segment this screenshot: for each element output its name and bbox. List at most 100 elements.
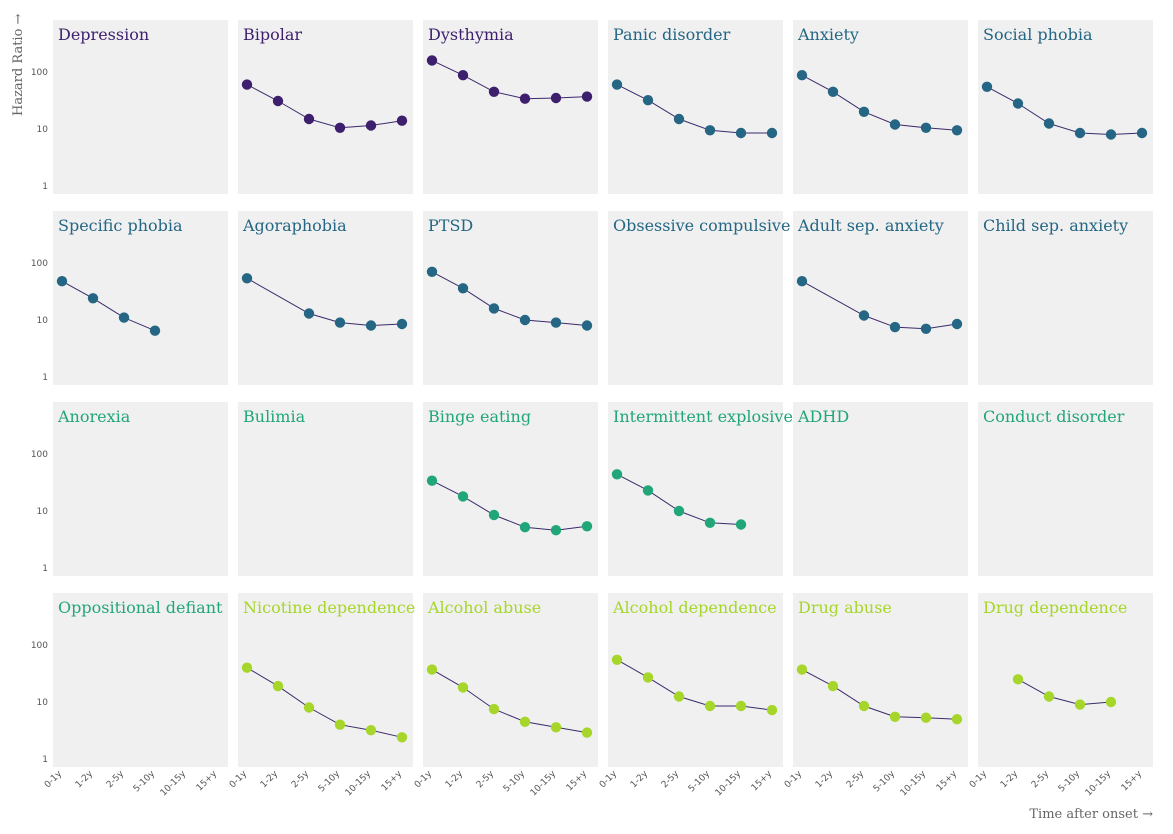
data-point-15-y xyxy=(581,727,593,738)
panel-title: Obsessive compulsive xyxy=(613,216,790,235)
data-point-2-5y xyxy=(488,509,500,521)
panel-title: Oppositional defiant xyxy=(58,598,223,617)
panel-background xyxy=(793,20,968,194)
panel-title: Child sep. anxiety xyxy=(983,216,1128,235)
x-tick-label: 2-5y xyxy=(660,769,682,791)
series-line xyxy=(246,84,403,129)
x-tick-label: 1-2y xyxy=(629,769,651,791)
panel-intermittent-explosive: Intermittent explosive xyxy=(608,402,793,576)
data-point-10-15y xyxy=(550,92,562,104)
series-line xyxy=(1017,678,1112,706)
data-point-1-2y xyxy=(457,682,469,693)
panel-title: ADHD xyxy=(797,407,849,426)
panel-title: Anorexia xyxy=(57,407,131,426)
data-point-2-5y xyxy=(858,700,870,712)
x-tick-label: 15+y xyxy=(565,769,590,794)
x-tick-label: 5-10y xyxy=(1057,769,1083,795)
data-point-0-1y xyxy=(426,55,438,66)
y-tick-label: 1 xyxy=(42,373,48,383)
x-tick-label: 1-2y xyxy=(259,769,281,791)
x-axis-title: Time after onset → xyxy=(1029,807,1153,822)
panel-background xyxy=(793,402,968,576)
x-tick-label: 0-1y xyxy=(228,769,250,791)
panel-oppositional-defiant: Oppositional defiant 1 10 100 0-1y 1-2y 2-5y 5-… xyxy=(31,593,228,798)
y-tick-label: 1 xyxy=(42,182,48,192)
data-point-2-5y xyxy=(488,703,500,715)
data-point-15-y xyxy=(1136,127,1148,139)
x-tick-label: 1-2y xyxy=(444,769,466,791)
panel-background xyxy=(238,211,413,385)
panel-title: Drug abuse xyxy=(798,598,892,617)
data-point-1-2y xyxy=(1012,674,1024,685)
data-point-2-5y xyxy=(673,505,685,517)
panel-title: Binge eating xyxy=(428,407,531,426)
panel-anorexia: Anorexia 1 10 100 xyxy=(31,402,228,576)
data-point-2-5y xyxy=(858,106,870,118)
y-tick-label: 1 xyxy=(42,755,48,765)
panel-background xyxy=(978,402,1153,576)
data-point-15-y xyxy=(581,320,593,331)
data-point-5-10y xyxy=(334,317,346,328)
panel-background xyxy=(53,402,228,576)
x-tick-label: 10-15y xyxy=(1084,769,1114,799)
data-point-5-10y xyxy=(149,325,161,336)
panel-title: Drug dependence xyxy=(983,598,1127,617)
panel-child-sep-anxiety: Child sep. anxiety xyxy=(978,211,1153,385)
panel-nicotine-dependence: Nicotine dependence 0-1y 1-2y 2-5y 5-10y 10-1… xyxy=(228,593,415,798)
data-point-15-y xyxy=(581,521,593,532)
data-point-0-1y xyxy=(56,276,68,287)
panel-background xyxy=(423,593,598,767)
data-point-2-5y xyxy=(1043,691,1055,702)
x-tick-label: 0-1y xyxy=(968,769,990,791)
x-tick-label: 5-10y xyxy=(502,769,528,795)
panel-background xyxy=(978,211,1153,385)
y-tick-label: 100 xyxy=(31,641,48,651)
panel-adhd: ADHD xyxy=(793,402,968,576)
data-point-5-10y xyxy=(889,711,901,722)
x-tick-label: 5-10y xyxy=(132,769,158,795)
panel-title: PTSD xyxy=(428,216,473,235)
panel-anxiety: Anxiety xyxy=(793,20,968,194)
data-point-1-2y xyxy=(827,680,839,692)
panel-title: Specific phobia xyxy=(58,216,183,235)
data-point-1-2y xyxy=(87,293,99,304)
data-point-1-2y xyxy=(642,485,654,496)
panel-title: Dysthymia xyxy=(428,25,514,44)
data-point-0-1y xyxy=(611,654,623,665)
data-point-0-1y xyxy=(796,70,808,81)
panel-agoraphobia: Agoraphobia xyxy=(238,211,413,385)
data-point-10-15y xyxy=(920,712,932,723)
y-tick-label: 100 xyxy=(31,450,48,460)
x-tick-label: 15+y xyxy=(935,769,960,794)
panel-background xyxy=(608,211,783,385)
data-point-5-10y xyxy=(334,122,346,133)
data-point-15-y xyxy=(766,704,778,716)
panel-background xyxy=(608,20,783,194)
data-point-5-10y xyxy=(334,719,346,730)
data-point-5-10y xyxy=(889,119,901,130)
panel-alcohol-dependence: Alcohol dependence 0-1y 1-2y 2-5y 5-10y 10-15… xyxy=(598,593,783,798)
data-point-2-5y xyxy=(673,691,685,702)
panel-bulimia: Bulimia xyxy=(238,402,413,576)
data-point-5-10y xyxy=(1074,127,1086,139)
data-point-5-10y xyxy=(704,517,716,528)
x-tick-label: 15+y xyxy=(1120,769,1145,794)
panel-social-phobia: Social phobia xyxy=(978,20,1153,194)
panel-background xyxy=(238,402,413,576)
panel-background xyxy=(423,20,598,194)
panel-obsessive-compulsive: Obsessive compulsive xyxy=(608,211,790,385)
data-point-0-1y xyxy=(981,81,993,93)
panel-bipolar: Bipolar xyxy=(238,20,413,194)
panel-conduct-disorder: Conduct disorder xyxy=(978,402,1153,576)
panel-title: Anxiety xyxy=(797,25,859,44)
data-point-10-15y xyxy=(1105,129,1117,140)
y-tick-label: 10 xyxy=(37,125,49,135)
panel-background xyxy=(793,211,968,385)
x-tick-label: 15+y xyxy=(195,769,220,794)
data-point-10-15y xyxy=(550,525,562,536)
data-point-0-1y xyxy=(611,79,623,90)
data-point-10-15y xyxy=(365,120,377,131)
x-tick-label: 0-1y xyxy=(783,769,805,791)
x-tick-label: 1-2y xyxy=(814,769,836,791)
y-axis-title: Hazard Ratio → xyxy=(11,13,26,116)
